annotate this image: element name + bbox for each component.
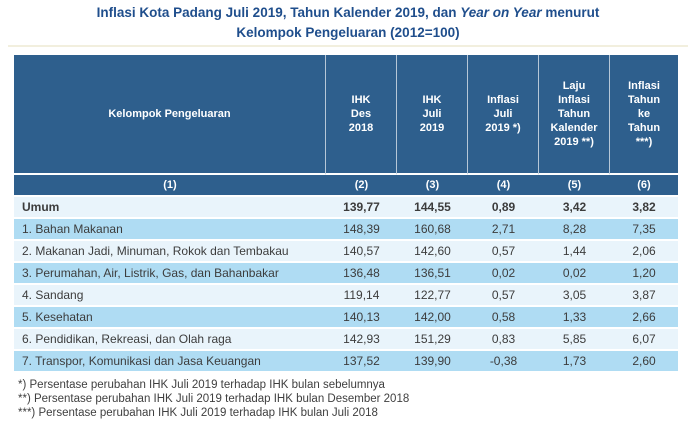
cell-value: 2,60	[610, 351, 678, 373]
cell-value: 0,57	[468, 241, 539, 263]
table-row-bahan-makanan: 1. Bahan Makanan 148,39 160,68 2,71 8,28…	[14, 219, 678, 241]
cell-value: 0,02	[468, 263, 539, 285]
cell-value: 122,77	[397, 285, 468, 307]
cell-value: 2,06	[610, 241, 678, 263]
cell-value: 142,00	[397, 307, 468, 329]
index-cell: (3)	[397, 175, 468, 197]
row-label: 4. Sandang	[14, 285, 326, 307]
table-row-sandang: 4. Sandang 119,14 122,77 0,57 3,05 3,87	[14, 285, 678, 307]
cell-value: 0,89	[468, 197, 539, 219]
cell-value: 148,39	[326, 219, 397, 241]
cell-value: 142,93	[326, 329, 397, 351]
cell-value: 1,20	[610, 263, 678, 285]
table-row-makanan-jadi: 2. Makanan Jadi, Minuman, Rokok dan Temb…	[14, 241, 678, 263]
cell-value: 5,85	[539, 329, 610, 351]
index-cell: (4)	[468, 175, 539, 197]
column-header-ihk-juli-2019: IHK Juli 2019	[397, 55, 468, 175]
cell-value: 1,73	[539, 351, 610, 373]
row-label: 3. Perumahan, Air, Listrik, Gas, dan Bah…	[14, 263, 326, 285]
row-label: Umum	[14, 197, 326, 219]
cell-value: 2,66	[610, 307, 678, 329]
title-text-pre: Inflasi Kota Padang Juli 2019, Tahun Kal…	[96, 5, 461, 20]
inflation-table: Kelompok Pengeluaran IHK Des 2018 IHK Ju…	[14, 55, 678, 373]
cell-value: 140,57	[326, 241, 397, 263]
cell-value: 1,33	[539, 307, 610, 329]
page-title: Inflasi Kota Padang Juli 2019, Tahun Kal…	[0, 0, 696, 43]
cell-value: 0,02	[539, 263, 610, 285]
index-cell: (5)	[539, 175, 610, 197]
title-text-post: menurut	[541, 5, 600, 20]
table-row-perumahan: 3. Perumahan, Air, Listrik, Gas, dan Bah…	[14, 263, 678, 285]
row-label: 6. Pendidikan, Rekreasi, dan Olah raga	[14, 329, 326, 351]
column-header-inflasi-yoy: Inflasi Tahun ke Tahun ***)	[610, 55, 678, 175]
title-line-2: Kelompok Pengeluaran (2012=100)	[236, 25, 460, 40]
cell-value: 3,05	[539, 285, 610, 307]
cell-value: 0,57	[468, 285, 539, 307]
title-divider	[8, 45, 688, 47]
cell-value: 0,58	[468, 307, 539, 329]
cell-value: 7,35	[610, 219, 678, 241]
cell-value: 139,90	[397, 351, 468, 373]
column-header-kelompok: Kelompok Pengeluaran	[14, 55, 326, 175]
table-row-transpor: 7. Transpor, Komunikasi dan Jasa Keuanga…	[14, 351, 678, 373]
row-label: 2. Makanan Jadi, Minuman, Rokok dan Temb…	[14, 241, 326, 263]
index-cell: (2)	[326, 175, 397, 197]
cell-value: 137,52	[326, 351, 397, 373]
cell-value: 139,77	[326, 197, 397, 219]
footnotes: *) Persentase perubahan IHK Juli 2019 te…	[18, 378, 696, 420]
title-text-italic: Year on Year	[460, 5, 542, 20]
column-header-inflasi-juli: Inflasi Juli 2019 *)	[468, 55, 539, 175]
cell-value: 3,42	[539, 197, 610, 219]
cell-value: 119,14	[326, 285, 397, 307]
cell-value: 160,68	[397, 219, 468, 241]
cell-value: 2,71	[468, 219, 539, 241]
footnote-1: *) Persentase perubahan IHK Juli 2019 te…	[18, 379, 385, 391]
table-row-umum: Umum 139,77 144,55 0,89 3,42 3,82	[14, 197, 678, 219]
cell-value: 0,83	[468, 329, 539, 351]
cell-value: 151,29	[397, 329, 468, 351]
footnote-2: **) Persentase perubahan IHK Juli 2019 t…	[18, 393, 410, 405]
table-header-row: Kelompok Pengeluaran IHK Des 2018 IHK Ju…	[14, 55, 678, 175]
footnote-3: ***) Persentase perubahan IHK Juli 2019 …	[18, 407, 378, 419]
cell-value: -0,38	[468, 351, 539, 373]
cell-value: 136,51	[397, 263, 468, 285]
cell-value: 3,87	[610, 285, 678, 307]
index-cell: (1)	[14, 175, 326, 197]
cell-value: 136,48	[326, 263, 397, 285]
cell-value: 144,55	[397, 197, 468, 219]
table-index-row: (1) (2) (3) (4) (5) (6)	[14, 175, 678, 197]
row-label: 5. Kesehatan	[14, 307, 326, 329]
cell-value: 3,82	[610, 197, 678, 219]
row-label: 1. Bahan Makanan	[14, 219, 326, 241]
table-row-pendidikan: 6. Pendidikan, Rekreasi, dan Olah raga 1…	[14, 329, 678, 351]
cell-value: 6,07	[610, 329, 678, 351]
column-header-ihk-des-2018: IHK Des 2018	[326, 55, 397, 175]
cell-value: 140,13	[326, 307, 397, 329]
cell-value: 1,44	[539, 241, 610, 263]
cell-value: 142,60	[397, 241, 468, 263]
cell-value: 8,28	[539, 219, 610, 241]
table-row-kesehatan: 5. Kesehatan 140,13 142,00 0,58 1,33 2,6…	[14, 307, 678, 329]
column-header-laju-inflasi: Laju Inflasi Tahun Kalender 2019 **)	[539, 55, 610, 175]
index-cell: (6)	[610, 175, 678, 197]
row-label: 7. Transpor, Komunikasi dan Jasa Keuanga…	[14, 351, 326, 373]
title-line-1: Inflasi Kota Padang Juli 2019, Tahun Kal…	[0, 3, 696, 23]
